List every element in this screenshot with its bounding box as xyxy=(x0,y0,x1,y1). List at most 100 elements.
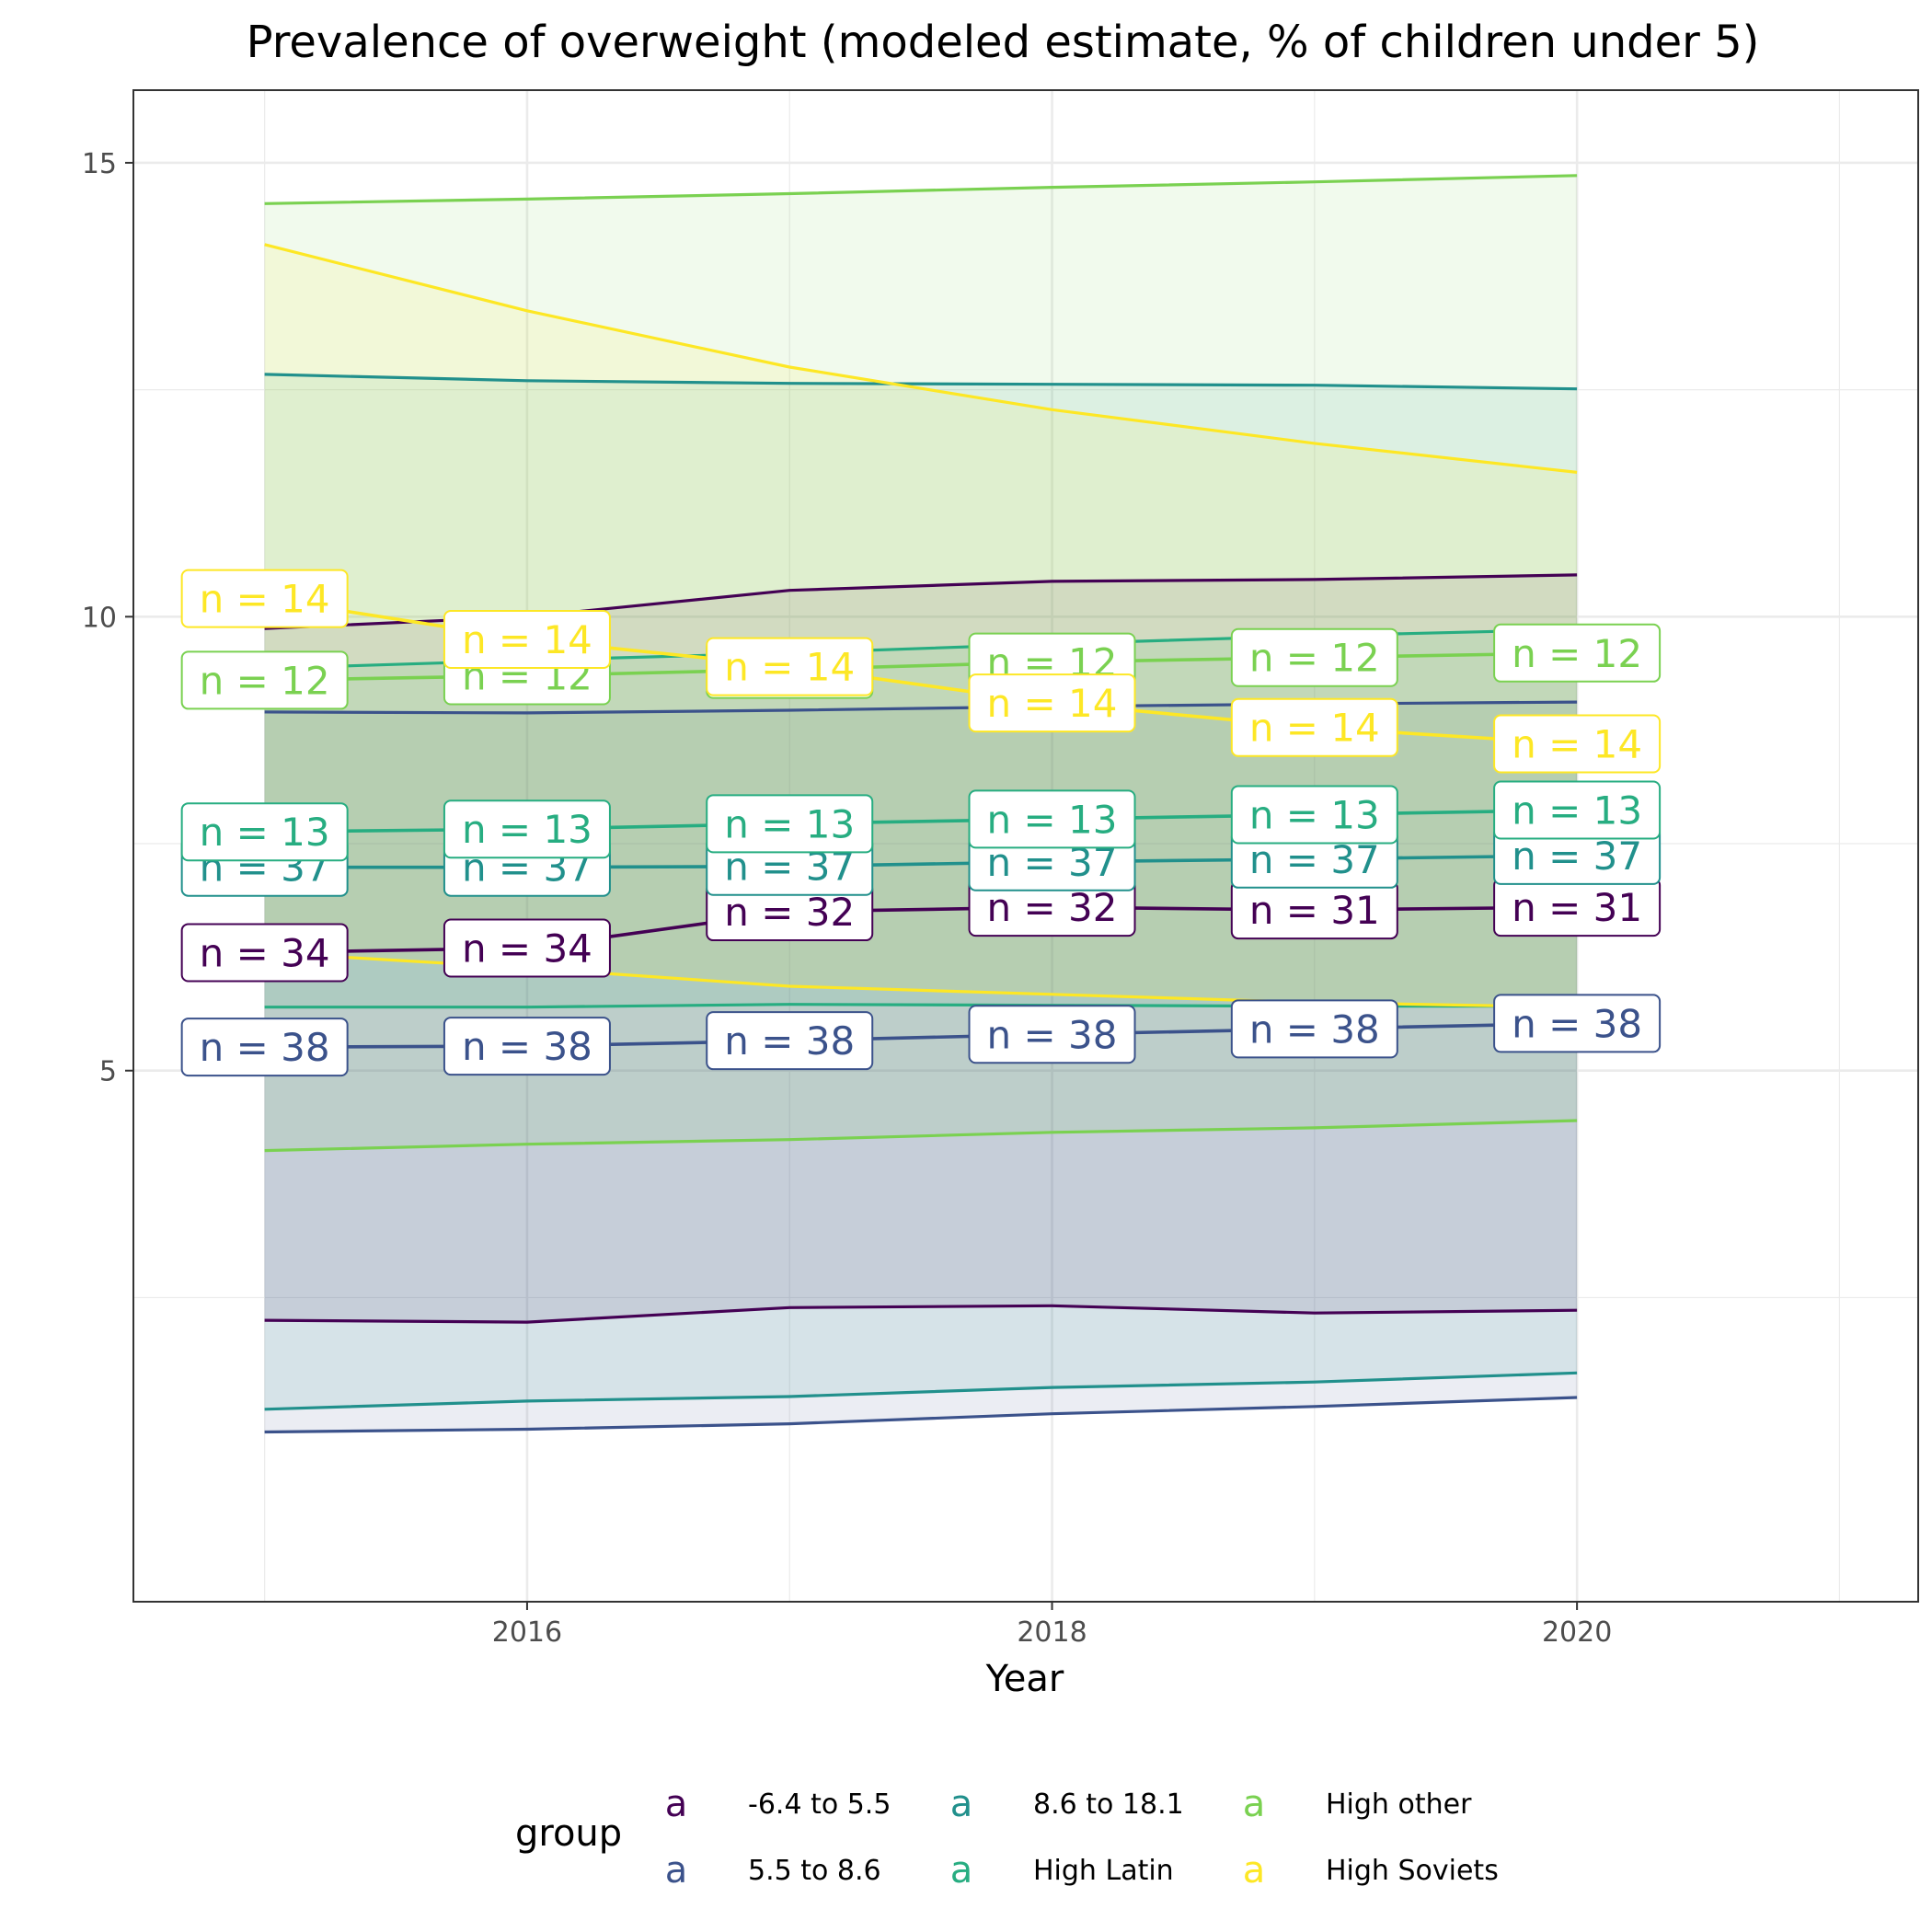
legend-key: a xyxy=(1243,1849,1266,1892)
lower-line-0 xyxy=(264,1304,1578,1324)
count-label-box xyxy=(968,789,1136,849)
count-label-box xyxy=(180,569,349,628)
legend-item: a 8.6 to 18.1 xyxy=(950,1783,1184,1825)
count-label: n = 34 xyxy=(180,923,349,983)
legend-item: a -6.4 to 5.5 xyxy=(665,1783,891,1825)
count-label-box xyxy=(706,637,874,696)
count-label: n = 38 xyxy=(443,1017,611,1076)
count-label-text: n = 31 xyxy=(1512,885,1642,930)
count-label: n = 14 xyxy=(968,673,1136,733)
legend-key: a xyxy=(665,1783,688,1825)
count-label-box xyxy=(443,799,611,859)
legend-key: a xyxy=(950,1849,973,1892)
count-label-text: n = 13 xyxy=(724,801,855,846)
count-label: n = 32 xyxy=(706,882,874,942)
count-label-box xyxy=(1230,785,1398,845)
count-label: n = 34 xyxy=(443,918,611,978)
count-label-box xyxy=(443,610,611,670)
x-tick-label: 2018 xyxy=(1017,1616,1087,1649)
count-label: n = 38 xyxy=(1230,999,1398,1059)
count-label-box xyxy=(706,794,874,854)
count-label-box xyxy=(1493,994,1662,1053)
x-tick-label: 2016 xyxy=(492,1616,562,1649)
count-label-text: n = 13 xyxy=(1249,792,1380,837)
count-label: n = 38 xyxy=(968,1005,1136,1064)
count-label-text: n = 12 xyxy=(1512,631,1642,676)
legend-item: a High other xyxy=(1243,1783,1472,1825)
count-label-box xyxy=(180,923,349,983)
count-label-box xyxy=(706,1011,874,1071)
count-label-box xyxy=(443,1017,611,1076)
count-label: n = 13 xyxy=(180,802,349,862)
count-labels: n = 34 n = 34 n = 32 n = 32 n = 31 n = 31 n = … xyxy=(180,569,1662,1077)
legend-label: 8.6 to 18.1 xyxy=(1033,1788,1184,1821)
count-label: n = 13 xyxy=(706,794,874,854)
y-tick-label: 10 xyxy=(82,602,117,634)
count-label-box xyxy=(443,918,611,978)
legend-key: a xyxy=(1243,1783,1266,1825)
count-label: n = 12 xyxy=(1230,627,1398,687)
count-label-text: n = 37 xyxy=(1249,837,1380,882)
count-label: n = 38 xyxy=(180,1018,349,1077)
count-label-text: n = 38 xyxy=(1512,1001,1642,1046)
count-label-box xyxy=(968,673,1136,733)
lower-line-2 xyxy=(264,1371,1578,1411)
count-label: n = 38 xyxy=(1493,994,1662,1053)
y-tick-label: 5 xyxy=(99,1056,117,1088)
legend-title: group xyxy=(515,1812,622,1855)
legend-key: a xyxy=(950,1783,973,1825)
count-label-text: n = 37 xyxy=(1512,834,1642,879)
count-label-text: n = 14 xyxy=(987,681,1118,726)
count-label: n = 37 xyxy=(1230,829,1398,889)
legend-item: a High Soviets xyxy=(1243,1849,1499,1892)
count-label: n = 13 xyxy=(443,799,611,859)
axes: 5 10 15 2016 2018 2020 xyxy=(82,89,1919,1649)
legend-label: 5.5 to 8.6 xyxy=(748,1855,881,1887)
legend: group a -6.4 to 5.5 a 5.5 to 8.6 a 8.6 to 18.… xyxy=(515,1783,1499,1892)
count-label-text: n = 34 xyxy=(200,930,330,975)
count-label-box xyxy=(180,650,349,710)
count-label: n = 32 xyxy=(968,878,1136,937)
x-axis-title: Year xyxy=(985,1658,1064,1700)
upper-line-5 xyxy=(264,243,1578,474)
legend-label: -6.4 to 5.5 xyxy=(748,1788,891,1821)
count-label: n = 13 xyxy=(1493,780,1662,840)
count-label-text: n = 14 xyxy=(724,645,855,690)
count-label: n = 31 xyxy=(1493,878,1662,937)
count-label: n = 14 xyxy=(1230,697,1398,757)
count-label-text: n = 32 xyxy=(724,890,855,935)
legend-key: a xyxy=(665,1849,688,1892)
count-label-box xyxy=(1230,697,1398,757)
panel-border xyxy=(132,89,1919,1603)
count-label-text: n = 32 xyxy=(987,885,1118,930)
count-label-text: n = 13 xyxy=(987,797,1118,842)
count-label: n = 12 xyxy=(180,650,349,710)
count-label-text: n = 14 xyxy=(200,577,330,622)
count-label-text: n = 14 xyxy=(462,617,592,662)
count-label-box xyxy=(1230,999,1398,1059)
count-label: n = 13 xyxy=(968,789,1136,849)
x-tick-label: 2020 xyxy=(1542,1616,1612,1649)
count-label-box xyxy=(180,1018,349,1077)
count-label-text: n = 31 xyxy=(1249,888,1380,933)
count-label: n = 14 xyxy=(706,637,874,696)
count-label-text: n = 34 xyxy=(462,926,592,972)
count-label-box xyxy=(968,1005,1136,1064)
count-label-text: n = 13 xyxy=(200,810,330,855)
y-tick-label: 15 xyxy=(82,148,117,180)
count-label-text: n = 38 xyxy=(1249,1006,1380,1052)
count-label-text: n = 38 xyxy=(724,1018,855,1064)
count-label-text: n = 13 xyxy=(462,807,592,852)
count-label: n = 31 xyxy=(1230,880,1398,940)
count-label-text: n = 38 xyxy=(987,1012,1118,1057)
count-label: n = 14 xyxy=(1493,714,1662,774)
count-label-text: n = 38 xyxy=(462,1024,592,1069)
count-label: n = 13 xyxy=(1230,785,1398,845)
count-label: n = 14 xyxy=(180,569,349,628)
count-label-text: n = 14 xyxy=(1512,721,1642,766)
count-label-text: n = 12 xyxy=(200,658,330,703)
count-label-text: n = 13 xyxy=(1512,788,1642,834)
count-label: n = 12 xyxy=(1493,623,1662,683)
count-label-box xyxy=(1493,623,1662,683)
